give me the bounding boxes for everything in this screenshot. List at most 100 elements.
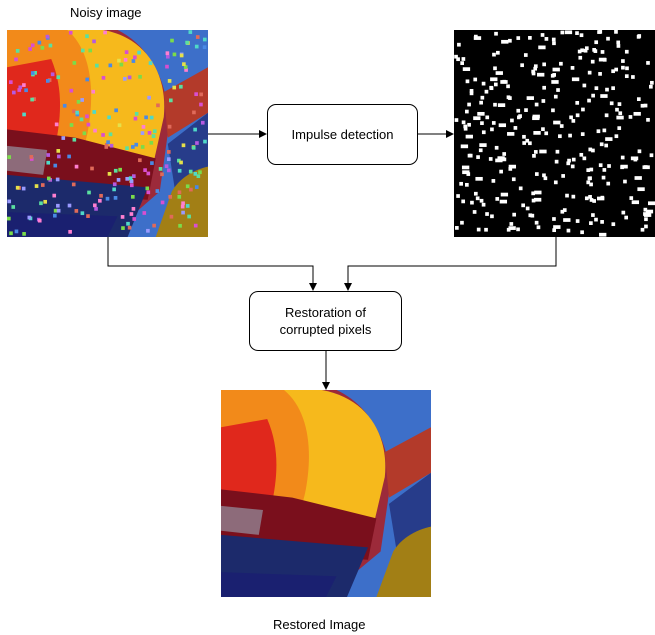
noise-pixel	[131, 194, 135, 199]
noise-pixel	[86, 214, 90, 218]
noise-pixel	[74, 164, 79, 169]
noise-pixel	[169, 98, 173, 103]
noise-pixel	[99, 193, 103, 198]
noise-pixel	[43, 199, 47, 204]
impulse-detection-label: Impulse detection	[291, 127, 394, 142]
noise-pixel	[192, 110, 196, 115]
mask-pixel	[580, 230, 584, 235]
mask-pixel	[489, 85, 493, 90]
noise-pixel	[187, 214, 191, 219]
mask-pixel	[553, 120, 561, 125]
mask-pixel	[543, 176, 548, 181]
noise-pixel	[182, 62, 186, 67]
mask-pixel	[528, 213, 533, 218]
noise-pixel	[193, 172, 198, 176]
mask-pixel	[507, 132, 515, 136]
noise-pixel	[138, 74, 142, 79]
noise-pixel	[188, 169, 193, 174]
mask-pixel	[544, 37, 549, 41]
mask-pixel	[508, 164, 517, 169]
noise-pixel	[164, 164, 169, 169]
restoration-label-line1: Restoration of	[285, 305, 366, 320]
noise-pixel	[133, 116, 138, 121]
noise-pixel	[21, 186, 26, 191]
mask-pixel	[508, 96, 512, 100]
mask-pixel	[481, 202, 486, 207]
mask-pixel	[460, 220, 464, 225]
noise-pixel	[191, 145, 196, 150]
mask-pixel	[636, 34, 641, 39]
noise-pixel	[86, 122, 91, 127]
mask-pixel	[502, 152, 507, 156]
mask-pixel	[495, 71, 503, 75]
noise-pixel	[80, 48, 85, 53]
noise-pixel	[87, 190, 91, 195]
mask-pixel	[490, 214, 494, 219]
mask-pixel	[485, 115, 490, 120]
noise-pixel	[105, 196, 110, 201]
noise-pixel	[140, 131, 145, 135]
mask-pixel	[629, 196, 634, 200]
restored-image-label: Restored Image	[273, 617, 366, 632]
noise-pixel	[61, 136, 66, 140]
mask-pixel	[476, 155, 480, 159]
noise-pixel	[132, 174, 136, 179]
noise-pixel	[165, 64, 169, 69]
mask-pixel	[541, 99, 546, 103]
mask-pixel	[496, 50, 500, 55]
noise-pixel	[203, 139, 207, 144]
arrow-mask-to-restoration	[344, 237, 557, 291]
mask-pixel	[465, 134, 473, 139]
mask-pixel	[554, 159, 559, 164]
noise-pixel	[92, 39, 96, 44]
mask-pixel	[534, 102, 539, 107]
noise-pixel	[104, 143, 109, 147]
noise-pixel	[126, 221, 130, 226]
noise-pixel	[30, 97, 34, 102]
mask-pixel	[551, 80, 559, 84]
mask-pixel	[494, 145, 499, 150]
mask-pixel	[596, 129, 601, 134]
noise-pixel	[196, 174, 201, 179]
mask-pixel	[643, 212, 651, 216]
noise-pixel	[107, 172, 112, 176]
mask-pixel	[551, 37, 556, 42]
mask-pixel	[558, 134, 562, 139]
noise-pixel	[177, 158, 181, 163]
noise-pixel	[7, 199, 12, 204]
noise-pixel	[85, 34, 89, 39]
mask-pixel	[602, 168, 607, 172]
mask-pixel	[631, 75, 635, 79]
noise-pixel	[93, 203, 97, 208]
noise-pixel	[68, 229, 72, 234]
noise-pixel	[57, 154, 61, 159]
mask-pixel	[553, 225, 561, 229]
noise-pixel	[194, 92, 198, 97]
noise-pixel	[119, 62, 124, 67]
noise-pixel	[146, 171, 151, 176]
restored-image	[221, 390, 431, 597]
noise-pixel	[106, 140, 110, 145]
mask-pixel	[475, 176, 483, 181]
mask-pixel	[480, 121, 484, 126]
noise-pixel	[145, 186, 150, 191]
mask-pixel	[491, 179, 496, 183]
mask-pixel	[472, 210, 477, 214]
mask-pixel	[479, 100, 483, 105]
mask-pixel	[465, 79, 470, 84]
mask-pixel	[506, 227, 511, 232]
noise-pixel	[158, 167, 163, 171]
mask-pixel	[542, 85, 547, 90]
mask-pixel	[534, 190, 542, 195]
noise-pixel	[112, 187, 116, 192]
noise-pixel	[172, 85, 177, 90]
mask-pixel	[571, 194, 576, 199]
mask-pixel	[454, 118, 459, 122]
mask-pixel	[542, 62, 547, 67]
noise-pixel	[199, 102, 203, 107]
noise-pixel	[112, 182, 117, 187]
noise-pixel	[27, 215, 32, 220]
noise-pixel	[7, 155, 12, 159]
noise-pixel	[108, 63, 113, 68]
mask-pixel	[473, 116, 481, 121]
